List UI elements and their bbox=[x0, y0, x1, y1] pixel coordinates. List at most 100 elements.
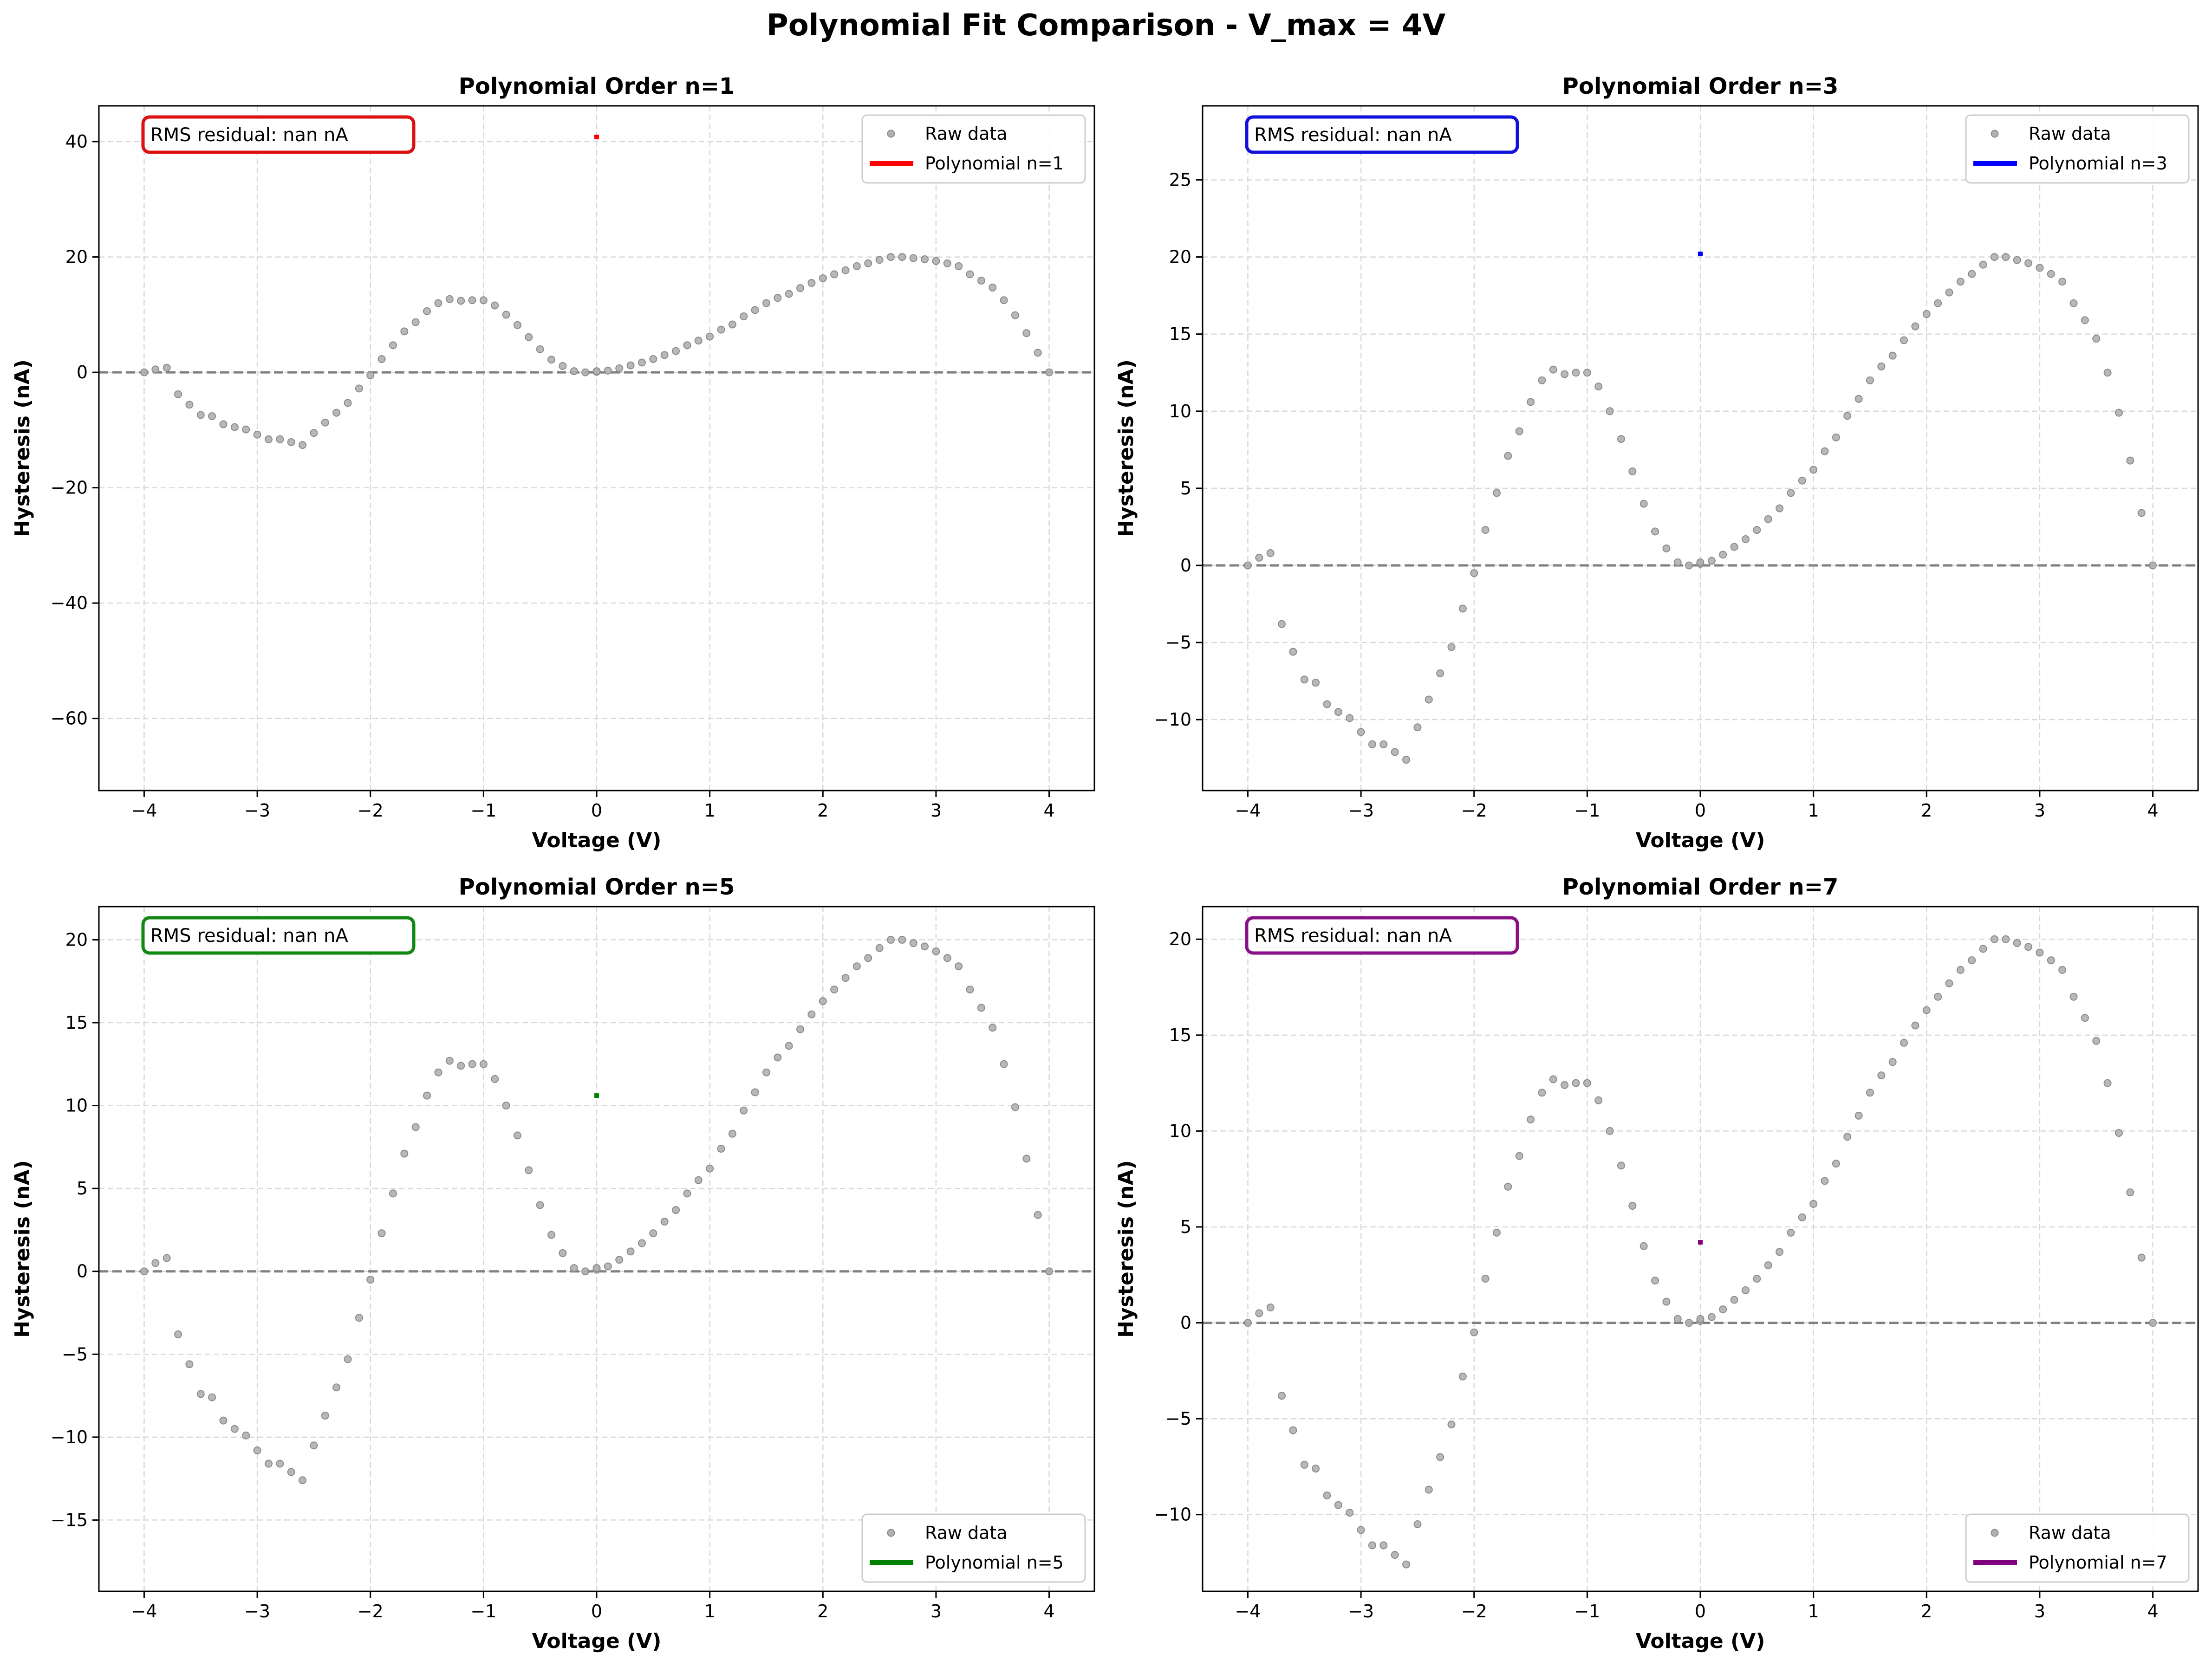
raw-data-point bbox=[1741, 1286, 1750, 1294]
legend-raw-label: Raw data bbox=[2029, 123, 2111, 144]
y-tick-label: 20 bbox=[65, 247, 88, 267]
raw-data-point bbox=[151, 365, 160, 374]
subplot-title: Polynomial Order n=1 bbox=[459, 73, 735, 99]
raw-data-point bbox=[1922, 1006, 1931, 1014]
raw-data-point bbox=[1900, 1038, 1908, 1047]
y-tick-label: −5 bbox=[1165, 1408, 1191, 1429]
x-tick-label: 4 bbox=[1043, 800, 1054, 821]
y-tick-label: −5 bbox=[62, 1344, 88, 1364]
raw-data-point bbox=[807, 279, 816, 287]
raw-data-point bbox=[1278, 1392, 1286, 1400]
x-tick-label: −3 bbox=[1348, 1601, 1374, 1622]
raw-data-point bbox=[1481, 1275, 1490, 1283]
raw-data-point bbox=[559, 362, 567, 370]
raw-data-point bbox=[2069, 299, 2078, 307]
x-tick-label: 0 bbox=[1695, 1601, 1706, 1622]
raw-data-point bbox=[2024, 259, 2033, 267]
raw-data-point bbox=[163, 1254, 171, 1262]
raw-data-point bbox=[762, 1068, 770, 1077]
x-tick-label: 1 bbox=[1808, 800, 1819, 821]
raw-data-point bbox=[230, 423, 239, 431]
raw-data-point bbox=[2058, 278, 2067, 286]
raw-data-point bbox=[377, 1229, 386, 1238]
raw-data-point bbox=[1436, 669, 1444, 678]
raw-data-point bbox=[434, 1068, 442, 1077]
raw-data-point bbox=[1425, 1485, 1433, 1494]
raw-data-point bbox=[1730, 543, 1738, 551]
raw-data-point bbox=[457, 1062, 465, 1070]
subplot-3: −4 −3 −2 −1 0 1 2 3 4−15−10−505101520Polynomial … bbox=[11, 874, 1095, 1653]
raw-data-point bbox=[1922, 310, 1931, 318]
raw-data-point bbox=[185, 1360, 194, 1369]
x-tick-label: −1 bbox=[470, 800, 496, 821]
polynomial-fit-point bbox=[594, 1093, 599, 1098]
raw-data-point bbox=[196, 411, 205, 419]
y-tick-label: 15 bbox=[65, 1012, 88, 1033]
raw-data-point bbox=[898, 253, 906, 261]
x-tick-label: 0 bbox=[591, 1601, 602, 1622]
raw-data-point bbox=[1481, 526, 1490, 534]
rms-annotation: RMS residual: nan nA bbox=[150, 925, 348, 947]
raw-data-point bbox=[1843, 1133, 1852, 1141]
raw-data-point bbox=[672, 1206, 680, 1214]
x-tick-label: −2 bbox=[1461, 1601, 1487, 1622]
raw-data-point bbox=[299, 1476, 307, 1485]
raw-data-point bbox=[547, 356, 556, 364]
raw-data-point bbox=[2103, 369, 2112, 377]
y-tick-label: 15 bbox=[1169, 324, 1191, 344]
subplot-1: −4 −3 −2 −1 0 1 2 3 4 −60 −40 −20 0 20 40 Polynomial Or… bbox=[11, 73, 1095, 852]
raw-data-point bbox=[366, 1276, 375, 1284]
raw-data-point bbox=[1956, 278, 1965, 286]
raw-data-point bbox=[1266, 549, 1275, 557]
raw-data-point bbox=[830, 986, 839, 994]
raw-data-point bbox=[547, 1231, 556, 1239]
raw-data-point bbox=[592, 367, 601, 376]
raw-data-point bbox=[943, 259, 951, 267]
raw-data-point bbox=[841, 266, 850, 274]
raw-data-point bbox=[740, 1106, 748, 1115]
raw-data-point bbox=[660, 351, 669, 359]
raw-data-point bbox=[1492, 489, 1501, 497]
raw-data-point bbox=[253, 1446, 261, 1454]
subplot-title: Polynomial Order n=5 bbox=[459, 874, 735, 900]
raw-data-point bbox=[1379, 1541, 1388, 1550]
raw-data-point bbox=[921, 942, 929, 951]
raw-data-point bbox=[1606, 1127, 1614, 1135]
raw-data-point bbox=[2058, 966, 2067, 974]
raw-data-point bbox=[1572, 1079, 1580, 1087]
raw-data-point bbox=[1379, 740, 1388, 748]
y-tick-label: −10 bbox=[1154, 1505, 1191, 1525]
y-tick-label: −5 bbox=[1165, 632, 1191, 653]
raw-data-point bbox=[1888, 351, 1897, 360]
raw-data-point bbox=[1312, 1465, 1320, 1473]
x-tick-label: −1 bbox=[1574, 1601, 1600, 1622]
raw-data-point bbox=[1045, 1267, 1054, 1276]
figure-title: Polynomial Fit Comparison - V_max = 4V bbox=[766, 8, 1446, 43]
raw-data-point bbox=[423, 307, 431, 315]
raw-data-point bbox=[1549, 365, 1557, 374]
raw-data-point bbox=[1809, 1200, 1818, 1208]
raw-data-point bbox=[762, 299, 770, 307]
raw-data-point bbox=[706, 1164, 714, 1173]
raw-data-point bbox=[2013, 939, 2021, 947]
raw-data-point bbox=[2047, 270, 2055, 278]
raw-data-point bbox=[1821, 447, 1829, 455]
raw-data-point bbox=[751, 306, 759, 314]
legend-raw-marker bbox=[887, 1529, 895, 1537]
raw-data-point bbox=[502, 311, 510, 319]
raw-data-point bbox=[287, 1468, 295, 1476]
raw-data-point bbox=[1334, 1501, 1342, 1509]
raw-data-point bbox=[1673, 558, 1682, 566]
raw-data-point bbox=[1470, 1328, 1478, 1336]
raw-data-point bbox=[1945, 979, 1953, 987]
raw-data-point bbox=[2024, 943, 2033, 951]
raw-data-point bbox=[1458, 604, 1467, 613]
raw-data-point bbox=[1549, 1075, 1557, 1083]
raw-data-point bbox=[1696, 1315, 1705, 1323]
x-tick-label: −3 bbox=[244, 1601, 270, 1622]
raw-data-point bbox=[525, 333, 533, 341]
x-tick-label: 4 bbox=[1043, 1601, 1054, 1622]
raw-data-point bbox=[1968, 956, 1976, 965]
raw-data-point bbox=[1651, 527, 1659, 536]
polynomial-fit-point bbox=[1698, 1240, 1703, 1245]
